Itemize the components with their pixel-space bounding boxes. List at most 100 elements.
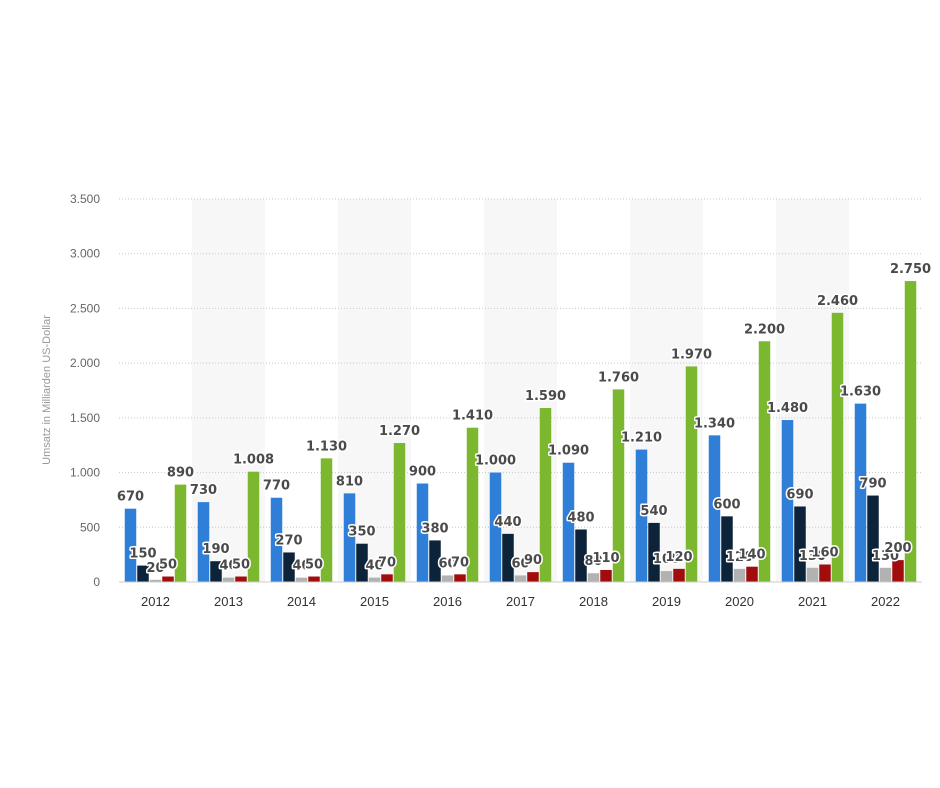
data-label: 890 bbox=[167, 466, 194, 481]
y-axis-label: Umsatz in Milliarden US-Dollar bbox=[41, 315, 53, 465]
bar bbox=[356, 543, 368, 582]
bar bbox=[429, 540, 441, 582]
bar bbox=[721, 516, 733, 582]
bar bbox=[454, 574, 466, 582]
data-label: 900 bbox=[409, 465, 436, 480]
data-label: 1.630 bbox=[840, 385, 881, 400]
bar bbox=[174, 484, 187, 582]
data-label: 50 bbox=[232, 558, 250, 573]
bar bbox=[612, 389, 625, 582]
x-axis-ticks: 2012 2013 2014 2015 2016 2017 2018 2019 2020 2021… bbox=[141, 594, 900, 609]
data-label: 1.760 bbox=[598, 370, 639, 385]
data-label: 130 bbox=[799, 549, 826, 564]
bar bbox=[283, 552, 295, 582]
bar bbox=[673, 568, 685, 582]
data-label: 200 bbox=[884, 541, 911, 556]
bar bbox=[635, 449, 648, 582]
bar bbox=[320, 458, 333, 582]
data-label: 670 bbox=[117, 490, 144, 505]
data-label: 1.480 bbox=[767, 401, 808, 416]
bar bbox=[235, 576, 247, 582]
data-label: 1.590 bbox=[525, 389, 566, 404]
bar bbox=[393, 443, 406, 582]
data-label: 1.210 bbox=[621, 431, 662, 446]
y-tick-label: 3.500 bbox=[70, 192, 100, 206]
bar bbox=[562, 462, 575, 582]
data-label: 80 bbox=[584, 554, 602, 569]
x-tick-label: 2014 bbox=[287, 594, 316, 609]
bar bbox=[758, 341, 771, 582]
data-label: 1.270 bbox=[379, 424, 420, 439]
bar bbox=[416, 483, 429, 582]
data-label: 2.460 bbox=[817, 294, 858, 309]
bar bbox=[489, 472, 502, 582]
bar bbox=[149, 579, 162, 582]
bar bbox=[539, 408, 552, 582]
bar bbox=[124, 508, 137, 582]
bar bbox=[210, 561, 222, 582]
bar bbox=[222, 577, 235, 582]
bar bbox=[746, 566, 758, 582]
bar bbox=[162, 576, 174, 582]
bar bbox=[685, 366, 698, 582]
bar bbox=[308, 576, 320, 582]
bar bbox=[831, 312, 844, 582]
data-label: 130 bbox=[872, 549, 899, 564]
data-label: 190 bbox=[202, 542, 229, 557]
bar bbox=[247, 471, 260, 582]
bar bbox=[819, 564, 831, 582]
bar bbox=[600, 569, 612, 582]
x-tick-label: 2013 bbox=[214, 594, 243, 609]
data-label: 70 bbox=[378, 555, 396, 570]
bar bbox=[794, 506, 806, 582]
data-label: 160 bbox=[811, 545, 838, 560]
data-label: 480 bbox=[567, 510, 594, 525]
x-tick-label: 2019 bbox=[652, 594, 681, 609]
bar bbox=[343, 493, 356, 582]
bar bbox=[648, 522, 660, 582]
data-label: 40 bbox=[219, 559, 237, 574]
bar bbox=[295, 577, 308, 582]
bar bbox=[197, 502, 210, 582]
x-tick-label: 2015 bbox=[360, 594, 389, 609]
y-tick-label: 3.000 bbox=[70, 247, 100, 261]
data-label: 40 bbox=[292, 559, 310, 574]
data-labels: 670150205089073019040501.00877027040501.… bbox=[115, 261, 932, 578]
data-label: 60 bbox=[511, 556, 529, 571]
bar bbox=[708, 435, 721, 582]
bar bbox=[441, 575, 454, 582]
data-label: 380 bbox=[421, 521, 448, 536]
data-label: 50 bbox=[305, 558, 323, 573]
bar bbox=[137, 565, 149, 582]
y-tick-label: 2.500 bbox=[70, 301, 100, 315]
data-label: 1.008 bbox=[233, 453, 274, 468]
data-label: 110 bbox=[592, 551, 619, 566]
bar bbox=[527, 572, 539, 582]
data-label: 440 bbox=[494, 515, 521, 530]
bar bbox=[368, 577, 381, 582]
data-label: 100 bbox=[653, 552, 680, 567]
data-label: 790 bbox=[859, 477, 886, 492]
data-label: 20 bbox=[146, 561, 164, 576]
x-tick-label: 2012 bbox=[141, 594, 170, 609]
data-label: 730 bbox=[190, 483, 217, 498]
bar bbox=[466, 427, 479, 582]
data-label: 770 bbox=[263, 479, 290, 494]
data-label: 1.970 bbox=[671, 347, 712, 362]
y-axis-ticks: 0 500 1.000 1.500 2.000 2.500 3.000 3.500 bbox=[70, 192, 100, 589]
data-label: 1.410 bbox=[452, 409, 493, 424]
data-label: 540 bbox=[640, 504, 667, 519]
data-label: 2.750 bbox=[890, 262, 931, 277]
bar bbox=[733, 568, 746, 582]
data-label: 60 bbox=[438, 556, 456, 571]
data-label: 1.130 bbox=[306, 439, 347, 454]
data-label: 120 bbox=[726, 550, 753, 565]
y-tick-label: 0 bbox=[93, 575, 100, 589]
data-label: 2.200 bbox=[744, 322, 785, 337]
data-label: 70 bbox=[451, 555, 469, 570]
data-label: 1.000 bbox=[475, 454, 516, 469]
bar bbox=[660, 571, 673, 582]
bar bbox=[892, 560, 904, 582]
data-label: 1.090 bbox=[548, 444, 589, 459]
data-label: 40 bbox=[365, 559, 383, 574]
